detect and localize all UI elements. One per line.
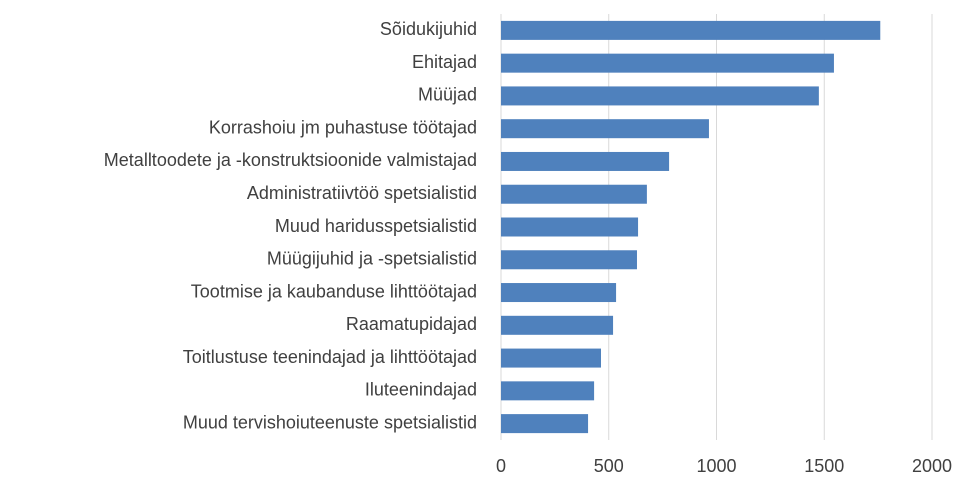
bar	[501, 315, 614, 335]
x-tick-label: 1000	[696, 456, 736, 476]
y-tick-label: Iluteenindajad	[365, 380, 477, 400]
bar	[501, 53, 834, 73]
bar	[501, 119, 709, 139]
bar	[501, 184, 647, 204]
x-tick-label: 2000	[912, 456, 952, 476]
y-tick-label: Raamatupidajad	[346, 314, 477, 334]
bar	[501, 151, 670, 171]
bar	[501, 381, 595, 401]
bar	[501, 217, 639, 237]
y-tick-label: Muud tervishoiuteenuste spetsialistid	[183, 412, 477, 432]
y-tick-label: Korrashoiu jm puhastuse töötajad	[209, 117, 477, 137]
bar	[501, 414, 589, 434]
bar	[501, 348, 601, 368]
y-tick-label: Muud haridusspetsialistid	[275, 216, 477, 236]
bar	[501, 20, 881, 40]
x-tick-label: 500	[594, 456, 624, 476]
y-tick-label: Müüjad	[418, 85, 477, 105]
y-tick-label: Metalltoodete ja -konstruktsioonide valm…	[104, 150, 477, 170]
y-tick-label: Müügijuhid ja -spetsialistid	[267, 249, 477, 269]
y-tick-label: Sõidukijuhid	[380, 19, 477, 39]
bar	[501, 283, 617, 303]
bar	[501, 250, 637, 270]
x-tick-label: 0	[496, 456, 506, 476]
x-tick-label: 1500	[804, 456, 844, 476]
bar	[501, 86, 819, 106]
y-tick-label: Toitlustuse teenindajad ja lihttöötajad	[183, 347, 477, 367]
y-tick-label: Tootmise ja kaubanduse lihttöötajad	[191, 281, 477, 301]
y-tick-label: Administratiivtöö spetsialistid	[247, 183, 477, 203]
y-tick-label: Ehitajad	[412, 52, 477, 72]
